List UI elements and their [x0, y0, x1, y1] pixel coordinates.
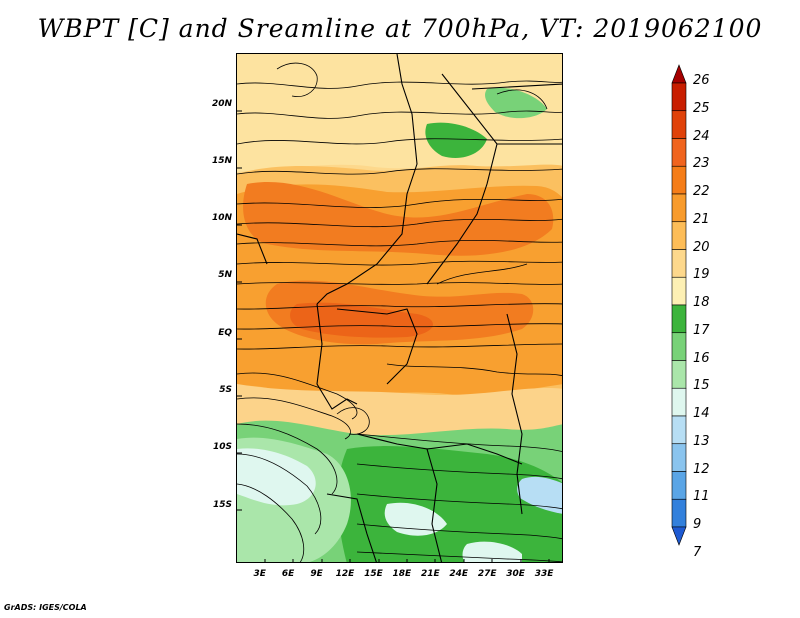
colorbar-segment-22 — [671, 165, 687, 195]
field-15-south-edge — [462, 541, 522, 562]
map-title: WBPT [C] and Sreamline at 700hPa, VT: 20… — [37, 14, 763, 43]
colorbar-segment-18 — [671, 276, 687, 306]
lon-label-30e: 30E — [506, 569, 525, 579]
lat-label-10s: 10S — [212, 442, 232, 453]
colorbar-segment-19 — [671, 249, 687, 278]
colorbar-label-16: 16 — [693, 350, 710, 366]
lon-label-24e: 24E — [449, 569, 469, 579]
colorbar-segment-21 — [671, 193, 687, 223]
lon-label-21e: 21E — [420, 569, 440, 579]
lat-label-eq: EQ — [218, 327, 232, 338]
grads-credit: GrADS: IGES/COLA — [4, 603, 87, 612]
lat-label-15s: 15S — [212, 499, 232, 510]
map-canvas — [237, 54, 562, 562]
colorbar-label-19: 19 — [693, 267, 710, 283]
field-22-23-north-patch — [243, 181, 554, 256]
colorbar-label-17: 17 — [693, 322, 710, 338]
colorbar-label-11: 11 — [693, 489, 710, 505]
colorbar-segment-26 — [671, 64, 687, 84]
colorbar-label-18: 18 — [693, 295, 710, 310]
colorbar-label-14: 14 — [693, 406, 710, 421]
colorbar-label-23: 23 — [693, 156, 710, 172]
lat-label-15n: 15N — [211, 155, 232, 166]
colorbar-label-12: 12 — [693, 461, 710, 477]
lon-label-9e: 9E — [310, 569, 323, 579]
colorbar-label-7: 7 — [693, 544, 702, 560]
colorbar-segment-25 — [671, 82, 687, 112]
colorbar-label-13: 13 — [693, 433, 710, 449]
lon-label-6e: 6E — [281, 569, 295, 579]
colorbar-segment-12 — [671, 443, 687, 472]
lat-label-20n: 20N — [211, 98, 232, 109]
map-panel — [236, 53, 563, 563]
colorbar-segment-23 — [671, 138, 687, 167]
colorbar-segment-9 — [671, 498, 687, 528]
lon-label-33e: 33E — [534, 569, 554, 579]
lat-label-10n: 10N — [211, 213, 232, 224]
lat-label-5n: 5N — [218, 270, 232, 281]
colorbar-segment-24 — [671, 110, 687, 139]
field-13-14-southeast — [517, 476, 562, 514]
colorbar — [671, 64, 687, 546]
colorbar-segment-13 — [671, 415, 687, 445]
colorbar-label-21: 21 — [693, 211, 710, 227]
frame-ticks — [237, 110, 550, 562]
lon-label-27e: 27E — [477, 569, 497, 579]
colorbar-label-20: 20 — [693, 239, 710, 255]
colorbar-segment-11 — [671, 471, 687, 500]
field-14-15-southwest — [237, 448, 316, 506]
streamlines — [237, 62, 562, 562]
colorbar-label-24: 24 — [693, 128, 710, 144]
lat-label-5s: 5S — [219, 385, 232, 396]
colorbar-segment-20 — [671, 221, 687, 250]
colorbar-segment-7 — [671, 526, 687, 546]
colorbar-label-9: 9 — [693, 517, 702, 532]
field-17-18-south-band — [337, 446, 562, 562]
colorbar-label-25: 25 — [693, 100, 710, 116]
lon-label-3e: 3E — [253, 569, 266, 579]
country-borders — [237, 54, 562, 562]
field-green-northeast-patch — [484, 87, 547, 119]
field-green-north-patch — [425, 122, 487, 159]
colorbar-segment-15 — [671, 360, 687, 389]
colorbar-label-15: 15 — [693, 378, 710, 394]
lon-label-15e: 15E — [364, 569, 383, 579]
colorbar-label-22: 22 — [693, 184, 710, 199]
lon-label-18e: 18E — [392, 569, 412, 579]
colorbar-label-26: 26 — [693, 73, 710, 88]
lon-label-12e: 12E — [335, 569, 355, 579]
colorbar-segment-17 — [671, 304, 687, 334]
colorbar-segment-14 — [671, 387, 687, 417]
colorbar-segment-16 — [671, 332, 687, 361]
